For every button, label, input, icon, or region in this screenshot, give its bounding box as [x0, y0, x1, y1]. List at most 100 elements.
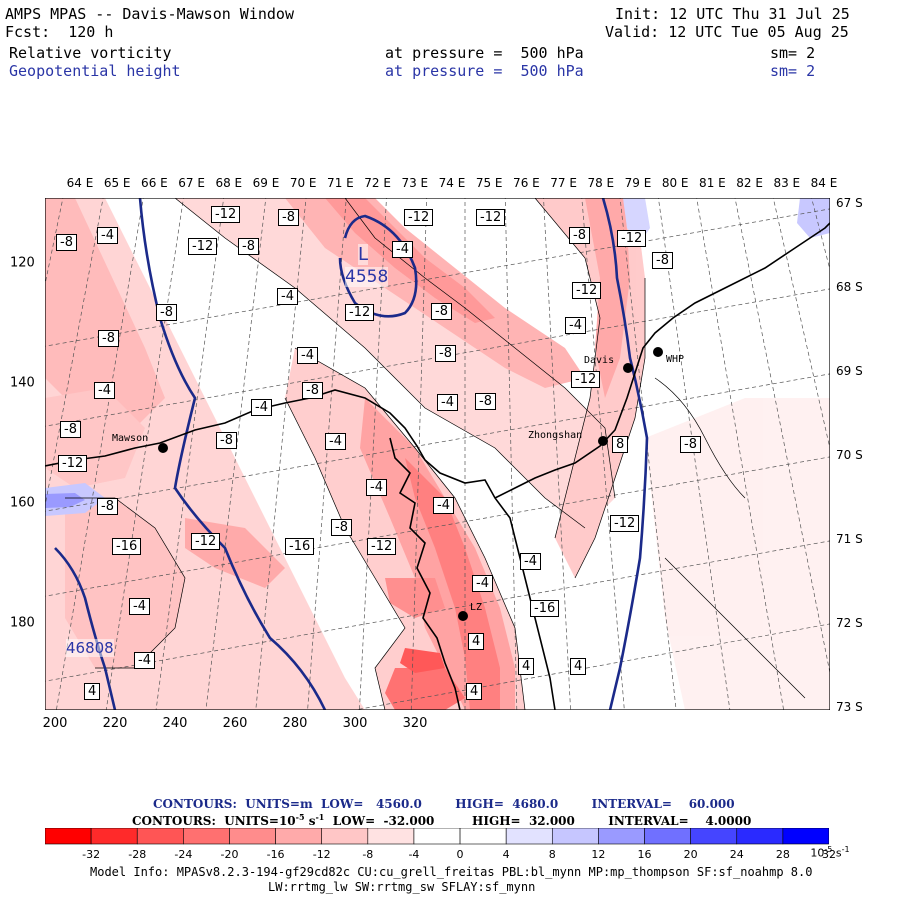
- colorbar-tick-label: 8: [548, 848, 556, 861]
- contour-units-sexp: -1: [315, 812, 325, 822]
- y-grid-tick-label: 120: [10, 255, 35, 271]
- vorticity-contour-label: -12: [191, 533, 221, 550]
- field1-smoothing: sm= 2: [770, 44, 816, 62]
- latitude-label: 73 S: [836, 700, 863, 714]
- colorbar-segment: [183, 828, 230, 845]
- vorticity-contour-label: -8: [98, 330, 119, 347]
- vorticity-contour-label: 4: [84, 683, 101, 700]
- colorbar-segment: [321, 828, 369, 845]
- vorticity-contour-label: -4: [392, 241, 413, 258]
- graticule: [45, 198, 830, 710]
- forecast-map: [45, 198, 830, 710]
- height-contour-label: L: [358, 244, 369, 265]
- x-grid-tick-label: 300: [342, 716, 368, 731]
- colorbar-segment: [413, 828, 461, 845]
- station-marker: [158, 443, 168, 453]
- latitude-label: 69 S: [836, 364, 863, 378]
- colorbar-units-s: s: [832, 846, 842, 860]
- latitude-label: 68 S: [836, 280, 863, 294]
- longitude-label: 74 E: [438, 176, 466, 190]
- colorbar-units-sexp: -1: [841, 845, 850, 854]
- valid-time: Valid: 12 UTC Tue 05 Aug 25: [605, 23, 849, 41]
- vorticity-contour-label: -8: [216, 432, 237, 449]
- longitude-label: 73 E: [401, 176, 429, 190]
- vorticity-contour-label: -4: [297, 347, 318, 364]
- colorbar-units: 10-5 s-1: [810, 845, 849, 860]
- colorbar-tick-label: -16: [266, 848, 285, 861]
- x-grid-tick-label: 320: [402, 716, 428, 731]
- longitude-label: 82 E: [736, 176, 763, 190]
- station-label: WHP: [666, 354, 685, 365]
- y-grid-tick-label: 160: [10, 495, 35, 511]
- longitude-label: 75 E: [475, 176, 503, 190]
- colorbar-units-exp: -5: [824, 845, 833, 854]
- vorticity-contour-label: 4: [468, 633, 485, 650]
- latitude-label: 71 S: [836, 532, 863, 546]
- vorticity-contour-label: -8: [302, 382, 323, 399]
- height-contour-label: 46808: [66, 639, 114, 657]
- colorbar-segment: [690, 828, 738, 845]
- colorbar-tick-label: 16: [637, 848, 652, 861]
- colorbar-segment: [229, 828, 276, 845]
- colorbar-segment: [736, 828, 784, 845]
- station-label: LZ: [470, 602, 483, 613]
- vorticity-contour-label: -12: [58, 455, 88, 472]
- vorticity-contour-label: -8: [56, 234, 77, 251]
- height-contour-info: CONTOURS: UNITS=m LOW= 4560.0 HIGH= 4680…: [153, 797, 735, 811]
- field1-name: Relative vorticity: [9, 44, 172, 62]
- vorticity-contour-label: -12: [345, 304, 375, 321]
- field2-level: at pressure = 500 hPa: [385, 62, 584, 80]
- contour-range: LOW= -32.000 HIGH= 32.000 INTERVAL= 4.00…: [324, 814, 752, 828]
- vorticity-contour-label: -4: [433, 497, 454, 514]
- colorbar-segment: [505, 828, 553, 845]
- vorticity-contour-label: -4: [366, 479, 387, 496]
- longitude-label: 64 E: [66, 176, 94, 190]
- vorticity-contour-label: -12: [211, 206, 241, 223]
- vorticity-contour-label: -16: [285, 538, 315, 555]
- longitude-label: 77 E: [550, 176, 577, 190]
- station-marker: [623, 363, 633, 373]
- vorticity-contour-label: -4: [520, 553, 541, 570]
- vorticity-contour-label: -12: [571, 371, 601, 388]
- latitude-label: 70 S: [836, 448, 863, 462]
- field1-level: at pressure = 500 hPa: [385, 44, 584, 62]
- init-time: Init: 12 UTC Thu 31 Jul 25: [615, 5, 850, 23]
- x-grid-tick-label: 260: [222, 716, 248, 731]
- x-grid-tick-label: 240: [162, 716, 188, 731]
- vorticity-contour-label: -12: [404, 209, 434, 226]
- vorticity-contour-label: -4: [129, 598, 150, 615]
- vorticity-contour-label: -16: [112, 538, 142, 555]
- longitude-label: 67 E: [178, 176, 205, 190]
- contour-units-exp: -5: [295, 812, 305, 822]
- colorbar-segment: [644, 828, 691, 845]
- vorticity-contour-label: -8: [156, 304, 177, 321]
- vorticity-contour-label: -4: [472, 575, 493, 592]
- vorticity-contour-label: -4: [325, 433, 346, 450]
- vorticity-contour-label: -4: [437, 394, 458, 411]
- vorticity-contour-label: -8: [652, 252, 673, 269]
- longitude-label: 72 E: [364, 176, 391, 190]
- vorticity-contour-label: 4: [518, 658, 535, 675]
- colorbar-segment: [136, 828, 184, 845]
- longitude-label: 80 E: [661, 176, 689, 190]
- longitude-label: 81 E: [699, 176, 726, 190]
- colorbar-tick-label: -32: [82, 848, 101, 861]
- vorticity-contour-label: -16: [530, 600, 560, 617]
- vorticity-contour-label: -4: [251, 399, 272, 416]
- vorticity-contour-label: -8: [97, 498, 118, 515]
- vorticity-contour-info: CONTOURS: UNITS=10-5 s-1 LOW= -32.000 HI…: [132, 812, 751, 828]
- colorbar-units-base: 10: [810, 846, 825, 860]
- colorbar-tick-label: -24: [174, 848, 193, 861]
- vorticity-contour-label: -4: [277, 288, 298, 305]
- contour-units-base: CONTOURS: UNITS=10: [132, 814, 296, 828]
- longitude-label: 65 E: [103, 176, 131, 190]
- vorticity-contour-label: -12: [476, 209, 506, 226]
- station-marker: [653, 347, 663, 357]
- colorbar-tick-label: 20: [683, 848, 698, 861]
- station-label: Mawson: [112, 433, 149, 444]
- vorticity-contour-label: -12: [367, 538, 397, 555]
- y-grid-tick-label: 140: [10, 375, 35, 391]
- colorbar-segment: [45, 828, 92, 845]
- colorbar-tick-label: -8: [362, 848, 374, 861]
- colorbar-tick-label: 4: [502, 848, 510, 861]
